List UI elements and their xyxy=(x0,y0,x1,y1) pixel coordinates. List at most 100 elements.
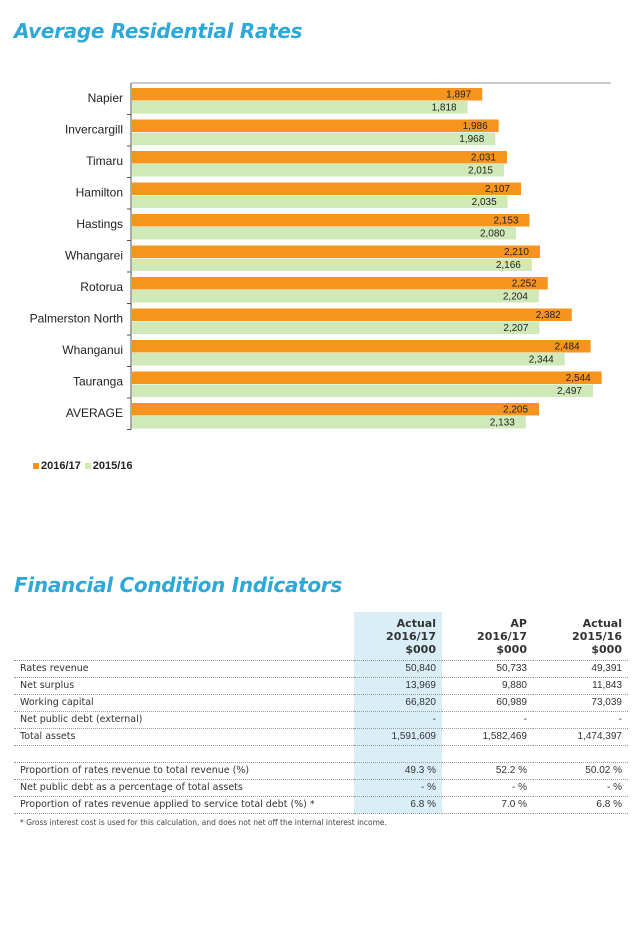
table-body-primary: Rates revenue 50,840 50,733 49,391 Net surpl… xyxy=(14,660,628,746)
row-value-cell: 60,989 xyxy=(442,694,533,712)
legend-item-2016-17: 2016/17 xyxy=(33,460,81,472)
category-label: Hastings xyxy=(76,217,123,231)
row-value-cell: 49,391 xyxy=(533,660,628,678)
footnote: * Gross interest cost is used for this c… xyxy=(20,818,387,827)
row-value-cell: 73,039 xyxy=(533,694,628,712)
header-line: 2016/17 xyxy=(477,629,527,643)
bar-value-label: 2,382 xyxy=(536,310,561,321)
bar-value-label: 2,153 xyxy=(493,216,518,227)
bar-value-label: 2,080 xyxy=(480,229,505,240)
bar-2015-16 xyxy=(132,353,565,366)
bar-2016-17 xyxy=(132,88,483,101)
row-value-cell: 1,591,609 xyxy=(354,728,442,746)
header-line: $000 xyxy=(405,642,436,656)
row-label: Proportion of rates revenue applied to s… xyxy=(14,796,354,814)
spacer-cell xyxy=(14,745,354,763)
bar-value-label: 2,484 xyxy=(555,342,580,353)
row-value-cell: 1,474,397 xyxy=(533,728,628,746)
bar-2016-17 xyxy=(132,214,530,227)
header-ap-2016-17: AP 2016/17 $000 xyxy=(442,612,533,661)
table-title: Financial Condition Indicators xyxy=(14,573,342,597)
category-label: Rotorua xyxy=(80,280,123,294)
category-label: AVERAGE xyxy=(66,406,123,420)
row-value-cell: 11,843 xyxy=(533,677,628,695)
bar-value-label: 2,544 xyxy=(566,373,591,384)
bar-value-label: 2,031 xyxy=(471,153,496,164)
row-value-cell: 6.8 % xyxy=(533,796,628,814)
bar-2015-16 xyxy=(132,227,516,240)
row-value-cell: 13,969 xyxy=(354,677,442,695)
bar-value-label: 1,818 xyxy=(432,103,457,114)
header-line: AP xyxy=(510,616,527,630)
table-row: Proportion of rates revenue to total rev… xyxy=(14,762,628,780)
category-label: Palmerston North xyxy=(30,312,123,326)
table-spacer-row xyxy=(14,745,628,763)
bar-2015-16 xyxy=(132,195,508,208)
bar-value-label: 1,968 xyxy=(459,134,484,145)
spacer-cell xyxy=(354,745,442,763)
bar-2015-16 xyxy=(132,101,468,114)
table-body-ratios: Proportion of rates revenue to total rev… xyxy=(14,762,628,814)
header-line: Actual xyxy=(582,616,622,630)
legend-label-2015-16: 2015/16 xyxy=(92,460,133,472)
bar-2016-17 xyxy=(132,151,507,164)
bar-value-label: 2,166 xyxy=(496,260,521,271)
financial-indicators-table: Actual 2016/17 $000 AP 2016/17 $000 Actu… xyxy=(14,612,628,814)
table-row: Net public debt (external) - - - xyxy=(14,711,628,729)
row-label: Total assets xyxy=(14,728,354,746)
bar-2016-17 xyxy=(132,340,591,353)
bar-2015-16 xyxy=(132,321,540,334)
legend-item-2015-16: 2015/16 xyxy=(84,460,133,472)
header-actual-2016-17: Actual 2016/17 $000 xyxy=(354,612,442,661)
bar-2016-17 xyxy=(132,277,548,290)
row-value-cell: - % xyxy=(354,779,442,797)
legend-label-2016-17: 2016/17 xyxy=(41,460,81,472)
row-value-cell: - xyxy=(354,711,442,729)
row-label: Rates revenue xyxy=(14,660,354,678)
bar-2016-17 xyxy=(132,119,499,132)
row-label: Working capital xyxy=(14,694,354,712)
table-header-row: Actual 2016/17 $000 AP 2016/17 $000 Actu… xyxy=(14,612,628,661)
bar-value-label: 2,210 xyxy=(504,247,529,258)
header-label-cell xyxy=(14,612,354,661)
chart-legend: 2016/17 2015/16 xyxy=(33,460,137,472)
row-label: Net surplus xyxy=(14,677,354,695)
row-value-cell: - xyxy=(533,711,628,729)
chart-title: Average Residential Rates xyxy=(14,19,303,43)
bar-value-label: 2,015 xyxy=(468,166,493,177)
bar-2015-16 xyxy=(132,258,532,271)
bar-value-label: 2,204 xyxy=(503,292,528,303)
row-value-cell: - % xyxy=(533,779,628,797)
row-value-cell: 52.2 % xyxy=(442,762,533,780)
table-row: Rates revenue 50,840 50,733 49,391 xyxy=(14,660,628,678)
row-value-cell: 7.0 % xyxy=(442,796,533,814)
category-label: Whanganui xyxy=(62,343,123,357)
row-value-cell: - xyxy=(442,711,533,729)
bar-2015-16 xyxy=(132,416,526,429)
category-label: Hamilton xyxy=(76,186,123,200)
row-value-cell: 50,733 xyxy=(442,660,533,678)
bar-2016-17 xyxy=(132,403,540,416)
spacer-cell xyxy=(533,745,628,763)
row-value-cell: 66,820 xyxy=(354,694,442,712)
spacer-cell xyxy=(442,745,533,763)
header-line: $000 xyxy=(591,642,622,656)
bar-2016-17 xyxy=(132,371,602,384)
bar-value-label: 2,207 xyxy=(503,323,528,334)
bar-2015-16 xyxy=(132,164,504,177)
category-label: Invercargill xyxy=(65,123,123,137)
bar-2015-16 xyxy=(132,132,496,145)
header-line: $000 xyxy=(496,642,527,656)
bar-2016-17 xyxy=(132,182,521,195)
table-row: Working capital 66,820 60,989 73,039 xyxy=(14,694,628,712)
table-row: Total assets 1,591,609 1,582,469 1,474,397 xyxy=(14,728,628,746)
bar-value-label: 2,344 xyxy=(529,355,554,366)
header-line: 2016/17 xyxy=(386,629,436,643)
row-label: Proportion of rates revenue to total rev… xyxy=(14,762,354,780)
row-label: Net public debt (external) xyxy=(14,711,354,729)
row-value-cell: - % xyxy=(442,779,533,797)
bar-value-label: 2,035 xyxy=(472,197,497,208)
bar-value-label: 2,205 xyxy=(503,405,528,416)
category-label: Whangarei xyxy=(65,249,123,263)
header-line: 2015/16 xyxy=(572,629,622,643)
